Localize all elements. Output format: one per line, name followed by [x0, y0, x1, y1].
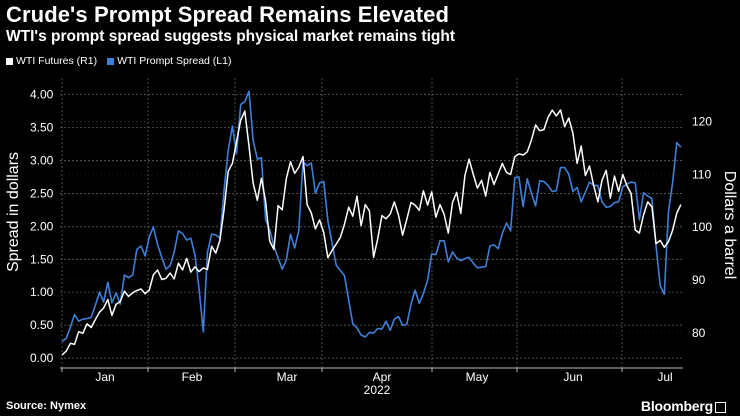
x-tick-label: Jan [95, 370, 114, 384]
x-axis-label: 2022 [364, 383, 391, 397]
right-tick-label: 120 [692, 115, 712, 129]
legend-item-futures: WTI Futures (R1) [6, 55, 97, 67]
legend-item-spread: WTI Prompt Spread (L1) [107, 55, 231, 67]
legend-label-spread: WTI Prompt Spread (L1) [117, 55, 232, 67]
brand-box-icon [715, 401, 726, 413]
left-tick-label: 2.00 [30, 219, 54, 233]
chart-subtitle: WTI's prompt spread suggests physical ma… [6, 28, 455, 45]
left-tick-label: 1.00 [30, 285, 54, 299]
legend: WTI Futures (R1) WTI Prompt Spread (L1) [6, 55, 231, 67]
x-tick-label: Jul [657, 370, 672, 384]
left-tick-label: 1.50 [30, 252, 54, 266]
left-tick-label: 4.00 [30, 87, 54, 101]
left-tick-label: 0.00 [30, 351, 54, 365]
x-tick-label: Apr [373, 370, 392, 384]
series-line-spread [61, 90, 682, 343]
chart-title: Crude's Prompt Spread Remains Elevated [6, 2, 450, 27]
right-tick-label: 80 [692, 326, 706, 340]
x-axis-ticks: Jan Feb Mar Apr May Jun Jul [61, 368, 673, 384]
right-tick-label: 90 [692, 273, 706, 287]
legend-label-futures: WTI Futures (R1) [16, 55, 98, 67]
x-tick-label: Mar [277, 370, 298, 384]
right-tick-label: 110 [692, 167, 711, 181]
x-tick-label: May [466, 370, 489, 384]
legend-swatch-spread [107, 57, 115, 65]
source-note: Source: Nymex [6, 400, 87, 412]
left-tick-label: 3.50 [30, 120, 54, 134]
right-axis-label: Dollars a barrel [721, 171, 738, 279]
legend-swatch-futures [6, 57, 13, 65]
series-line-futures [61, 109, 682, 356]
left-axis-label: Spread in dollars [5, 152, 22, 272]
x-tick-label: Jun [563, 370, 582, 384]
x-tick-label: Feb [182, 370, 203, 384]
left-tick-label: 0.50 [30, 318, 54, 332]
grid-lines [60, 78, 683, 368]
right-axis-ticks: 80 90 100 110 120 [692, 115, 712, 340]
bloomberg-logo: Bloomberg [641, 398, 726, 414]
left-tick-label: 3.00 [30, 153, 54, 167]
right-tick-label: 100 [692, 220, 712, 234]
left-tick-label: 2.50 [30, 186, 54, 200]
brand-text: Bloomberg [640, 398, 713, 414]
left-axis-ticks: 0.00 0.50 1.00 1.50 2.00 2.50 3.00 3.50 4.00 [30, 87, 54, 365]
